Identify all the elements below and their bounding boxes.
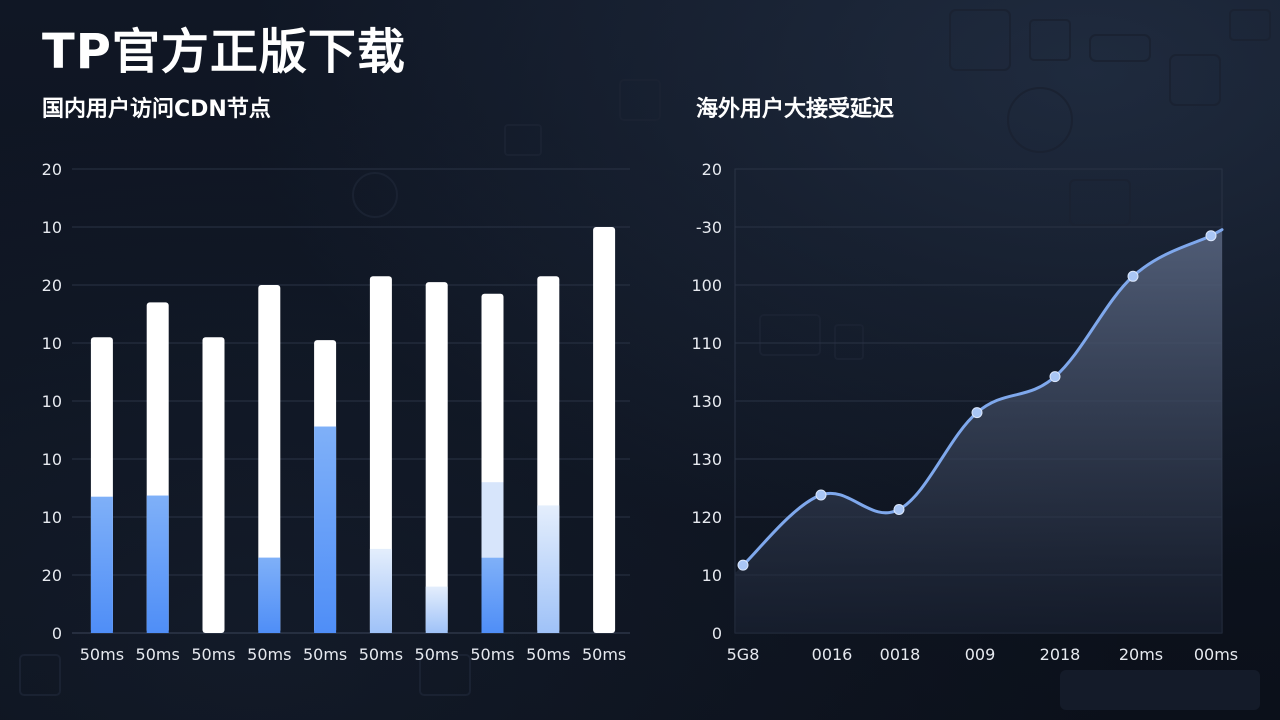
bar-y-tick-label: 10 xyxy=(42,334,62,353)
area-x-tick-label: 0018 xyxy=(880,645,921,664)
area-y-tick-label: 20 xyxy=(702,160,722,179)
bar-x-tick-label: 50ms xyxy=(303,645,347,664)
area-x-tick-label: 20ms xyxy=(1119,645,1163,664)
bar-x-tick-label: 50ms xyxy=(415,645,459,664)
bar-y-tick-label: 20 xyxy=(42,276,62,295)
area-x-tick-label: 00ms xyxy=(1194,645,1238,664)
area-y-tick-label: 130 xyxy=(691,392,722,411)
area-x-tick-label: 5G8 xyxy=(727,645,760,664)
area-data-point xyxy=(971,407,983,419)
bar-y-tick-label: 20 xyxy=(42,566,62,585)
area-y-tick-label: -30 xyxy=(696,218,722,237)
bar-y-tick-label: 0 xyxy=(52,624,62,643)
area-fill xyxy=(735,229,1222,633)
bar-x-tick-label: 50ms xyxy=(191,645,235,664)
bar-x-tick-label: 50ms xyxy=(136,645,180,664)
bar-x-tick-label: 50ms xyxy=(526,645,570,664)
right-chart-title: 海外用户大接受延迟 xyxy=(696,97,895,122)
area-y-tick-label: 110 xyxy=(691,334,722,353)
bar-segment-blue xyxy=(146,495,169,633)
bar-total xyxy=(258,285,281,633)
bar-segment-blue xyxy=(481,557,504,633)
page-title: TP官方正版下载 xyxy=(42,24,406,80)
bar-x-tick-label: 50ms xyxy=(80,645,124,664)
left-chart-title: 国内用户访问CDN节点 xyxy=(42,97,271,122)
area-x-tick-label: 009 xyxy=(965,645,996,664)
area-data-point xyxy=(1049,371,1061,383)
bar-segment-pale xyxy=(481,482,504,558)
area-y-tick-label: 130 xyxy=(691,450,722,469)
area-y-tick-label: 10 xyxy=(702,566,722,585)
area-y-tick-label: 100 xyxy=(691,276,722,295)
bar-x-tick-label: 50ms xyxy=(247,645,291,664)
bar-x-tick-label: 50ms xyxy=(470,645,514,664)
bar-y-tick-label: 20 xyxy=(42,160,62,179)
bar-y-tick-label: 10 xyxy=(42,450,62,469)
bar-segment-blue xyxy=(90,496,113,633)
area-x-tick-label: 0016 xyxy=(812,645,853,664)
bar-y-tick-label: 10 xyxy=(42,508,62,527)
area-data-point xyxy=(815,489,827,501)
bar-total xyxy=(593,227,616,633)
bar-y-tick-label: 10 xyxy=(42,218,62,237)
bar-x-tick-label: 50ms xyxy=(582,645,626,664)
bar-segment-blue xyxy=(425,586,448,633)
area-data-point xyxy=(1127,270,1139,282)
bar-segment-blue xyxy=(314,426,337,633)
bar-segment-blue xyxy=(258,557,281,633)
bar-total xyxy=(425,282,448,633)
area-y-tick-label: 0 xyxy=(712,624,722,643)
area-data-point xyxy=(893,503,905,515)
bar-segment-blue xyxy=(369,548,392,633)
bar-y-tick-label: 10 xyxy=(42,392,62,411)
bar-total xyxy=(369,276,392,633)
area-data-point xyxy=(737,559,749,571)
bar-total xyxy=(202,337,225,633)
bar-x-tick-label: 50ms xyxy=(359,645,403,664)
bar-segment-blue xyxy=(537,505,560,633)
area-x-tick-label: 2018 xyxy=(1040,645,1081,664)
area-y-tick-label: 120 xyxy=(691,508,722,527)
area-data-point xyxy=(1205,230,1217,242)
